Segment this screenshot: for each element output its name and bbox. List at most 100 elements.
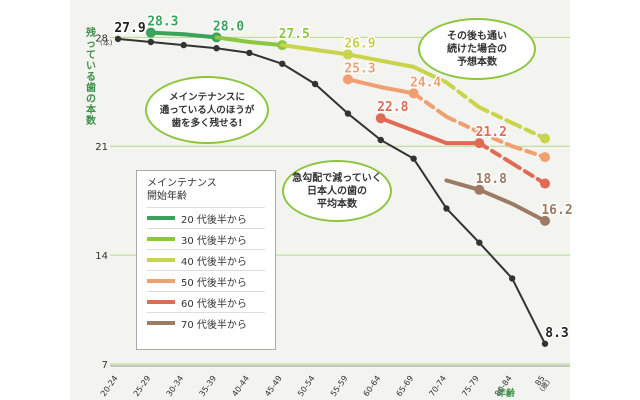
y-axis-label: 残っている歯の本数 (86, 28, 96, 127)
data-label: 27.9 (114, 21, 145, 36)
legend-title: メインテナンス 開始年齢 (147, 178, 217, 202)
series-segment (477, 130, 515, 149)
series-segment (149, 41, 185, 47)
legend-label: 40 代後半から (181, 256, 247, 268)
series-segment (444, 178, 482, 192)
data-label: 28.3 (147, 15, 178, 30)
data-point (342, 49, 353, 60)
series-segment (477, 141, 515, 166)
data-label: 27.5 (279, 27, 310, 42)
data-point (213, 45, 220, 52)
maintenance-bubble: メインテナンスに 通っている人のほうが 歯を多く残せる! (145, 76, 269, 144)
legend-label: 20 代後半から (181, 214, 247, 226)
series-segment (345, 52, 383, 63)
data-point (344, 110, 352, 117)
legend: メインテナンス 開始年齢 20 代後半から 30 代後半から 40 代後半から 50 … (136, 170, 276, 350)
series-segment (378, 116, 416, 133)
x-tick-label: 20-24 (99, 374, 120, 398)
series-segment (379, 139, 415, 160)
series-segment (248, 51, 284, 65)
series-segment (214, 35, 252, 44)
y-tick-label: 21 (95, 142, 108, 153)
legend-label: 60 代後半から (181, 298, 247, 310)
legend-item: 60 代後半から (147, 291, 265, 312)
y-axis-unit: (本) (100, 39, 113, 47)
series-segment (314, 83, 349, 115)
data-point (540, 152, 550, 163)
series-segment (247, 40, 285, 48)
data-label: 18.8 (476, 172, 507, 187)
data-label: 22.8 (377, 100, 408, 115)
y-tick-label: 14 (95, 251, 108, 262)
series-segment (148, 30, 186, 37)
series-segment (346, 112, 382, 141)
average-teeth-bubble: 急勾配で減っていく 日本人の歯の 平均本数 (282, 160, 392, 222)
data-point (541, 340, 549, 347)
data-point (408, 88, 419, 99)
series-segment (444, 114, 482, 135)
x-tick-label: 40-44 (230, 374, 251, 398)
future-projection-bubble: その後も通い 続けた場合の 予想本数 (418, 18, 536, 80)
series-segment (182, 44, 218, 50)
legend-label: 30 代後半から (181, 235, 247, 247)
data-label: 24.4 (410, 75, 441, 90)
series-segment (478, 241, 514, 280)
series-segment (411, 128, 449, 146)
data-point (410, 155, 417, 162)
data-label: 21.2 (476, 125, 507, 140)
legend-swatch (147, 216, 175, 220)
data-label: 28.0 (213, 19, 244, 34)
data-point (279, 60, 286, 67)
series-segment (511, 277, 546, 345)
data-point (476, 239, 483, 246)
data-label: 16.2 (541, 203, 572, 218)
x-tick-label: 50-54 (296, 374, 317, 398)
x-tick-label: 30-34 (165, 374, 186, 398)
x-tick-label: 45-49 (263, 374, 284, 398)
series-segment (117, 37, 152, 43)
legend-swatch (147, 258, 175, 262)
series-segment (510, 144, 547, 160)
series-segment (510, 201, 547, 223)
legend-item: 40 代後半から (147, 249, 265, 270)
x-tick-label: 55-59 (329, 374, 350, 398)
series-segment (411, 64, 449, 85)
series-segment (281, 62, 317, 85)
data-point (114, 35, 122, 43)
data-point (147, 38, 155, 46)
series-segment (411, 91, 449, 119)
series-segment (378, 58, 416, 69)
series-segment (378, 85, 416, 96)
legend-item: 20 代後半から (147, 207, 265, 228)
legend-items: 20 代後半から 30 代後半から 40 代後半から 50 代後半から 60 代後半から… (147, 207, 265, 333)
data-point (342, 74, 353, 85)
x-tick-label: 35-39 (197, 374, 218, 398)
series-segment (444, 80, 482, 110)
data-point (540, 133, 550, 144)
data-point (311, 80, 319, 88)
data-label: 8.3 (545, 326, 568, 341)
series-segment (477, 105, 515, 125)
data-point (474, 138, 485, 149)
x-tick-label: 25-29 (132, 374, 153, 398)
data-point (474, 184, 485, 195)
legend-item: 70 代後半から (147, 312, 265, 333)
series-segment (215, 47, 251, 54)
legend-label: 50 代後半から (181, 277, 247, 289)
series-segment (181, 32, 219, 40)
series-segment (477, 187, 515, 206)
data-point (540, 178, 550, 189)
x-tick-label: 75-79 (460, 374, 481, 398)
x-tick-label: 70-74 (427, 374, 448, 398)
data-point (180, 41, 187, 49)
series-segment (510, 161, 547, 186)
data-point (443, 205, 450, 212)
y-tick-label: 7 (102, 360, 108, 371)
data-point (145, 27, 156, 38)
series-segment (510, 120, 547, 141)
legend-item: 50 代後半から (147, 270, 265, 291)
legend-label: 70 代後半から (181, 319, 247, 331)
data-label: 25.3 (344, 61, 375, 76)
